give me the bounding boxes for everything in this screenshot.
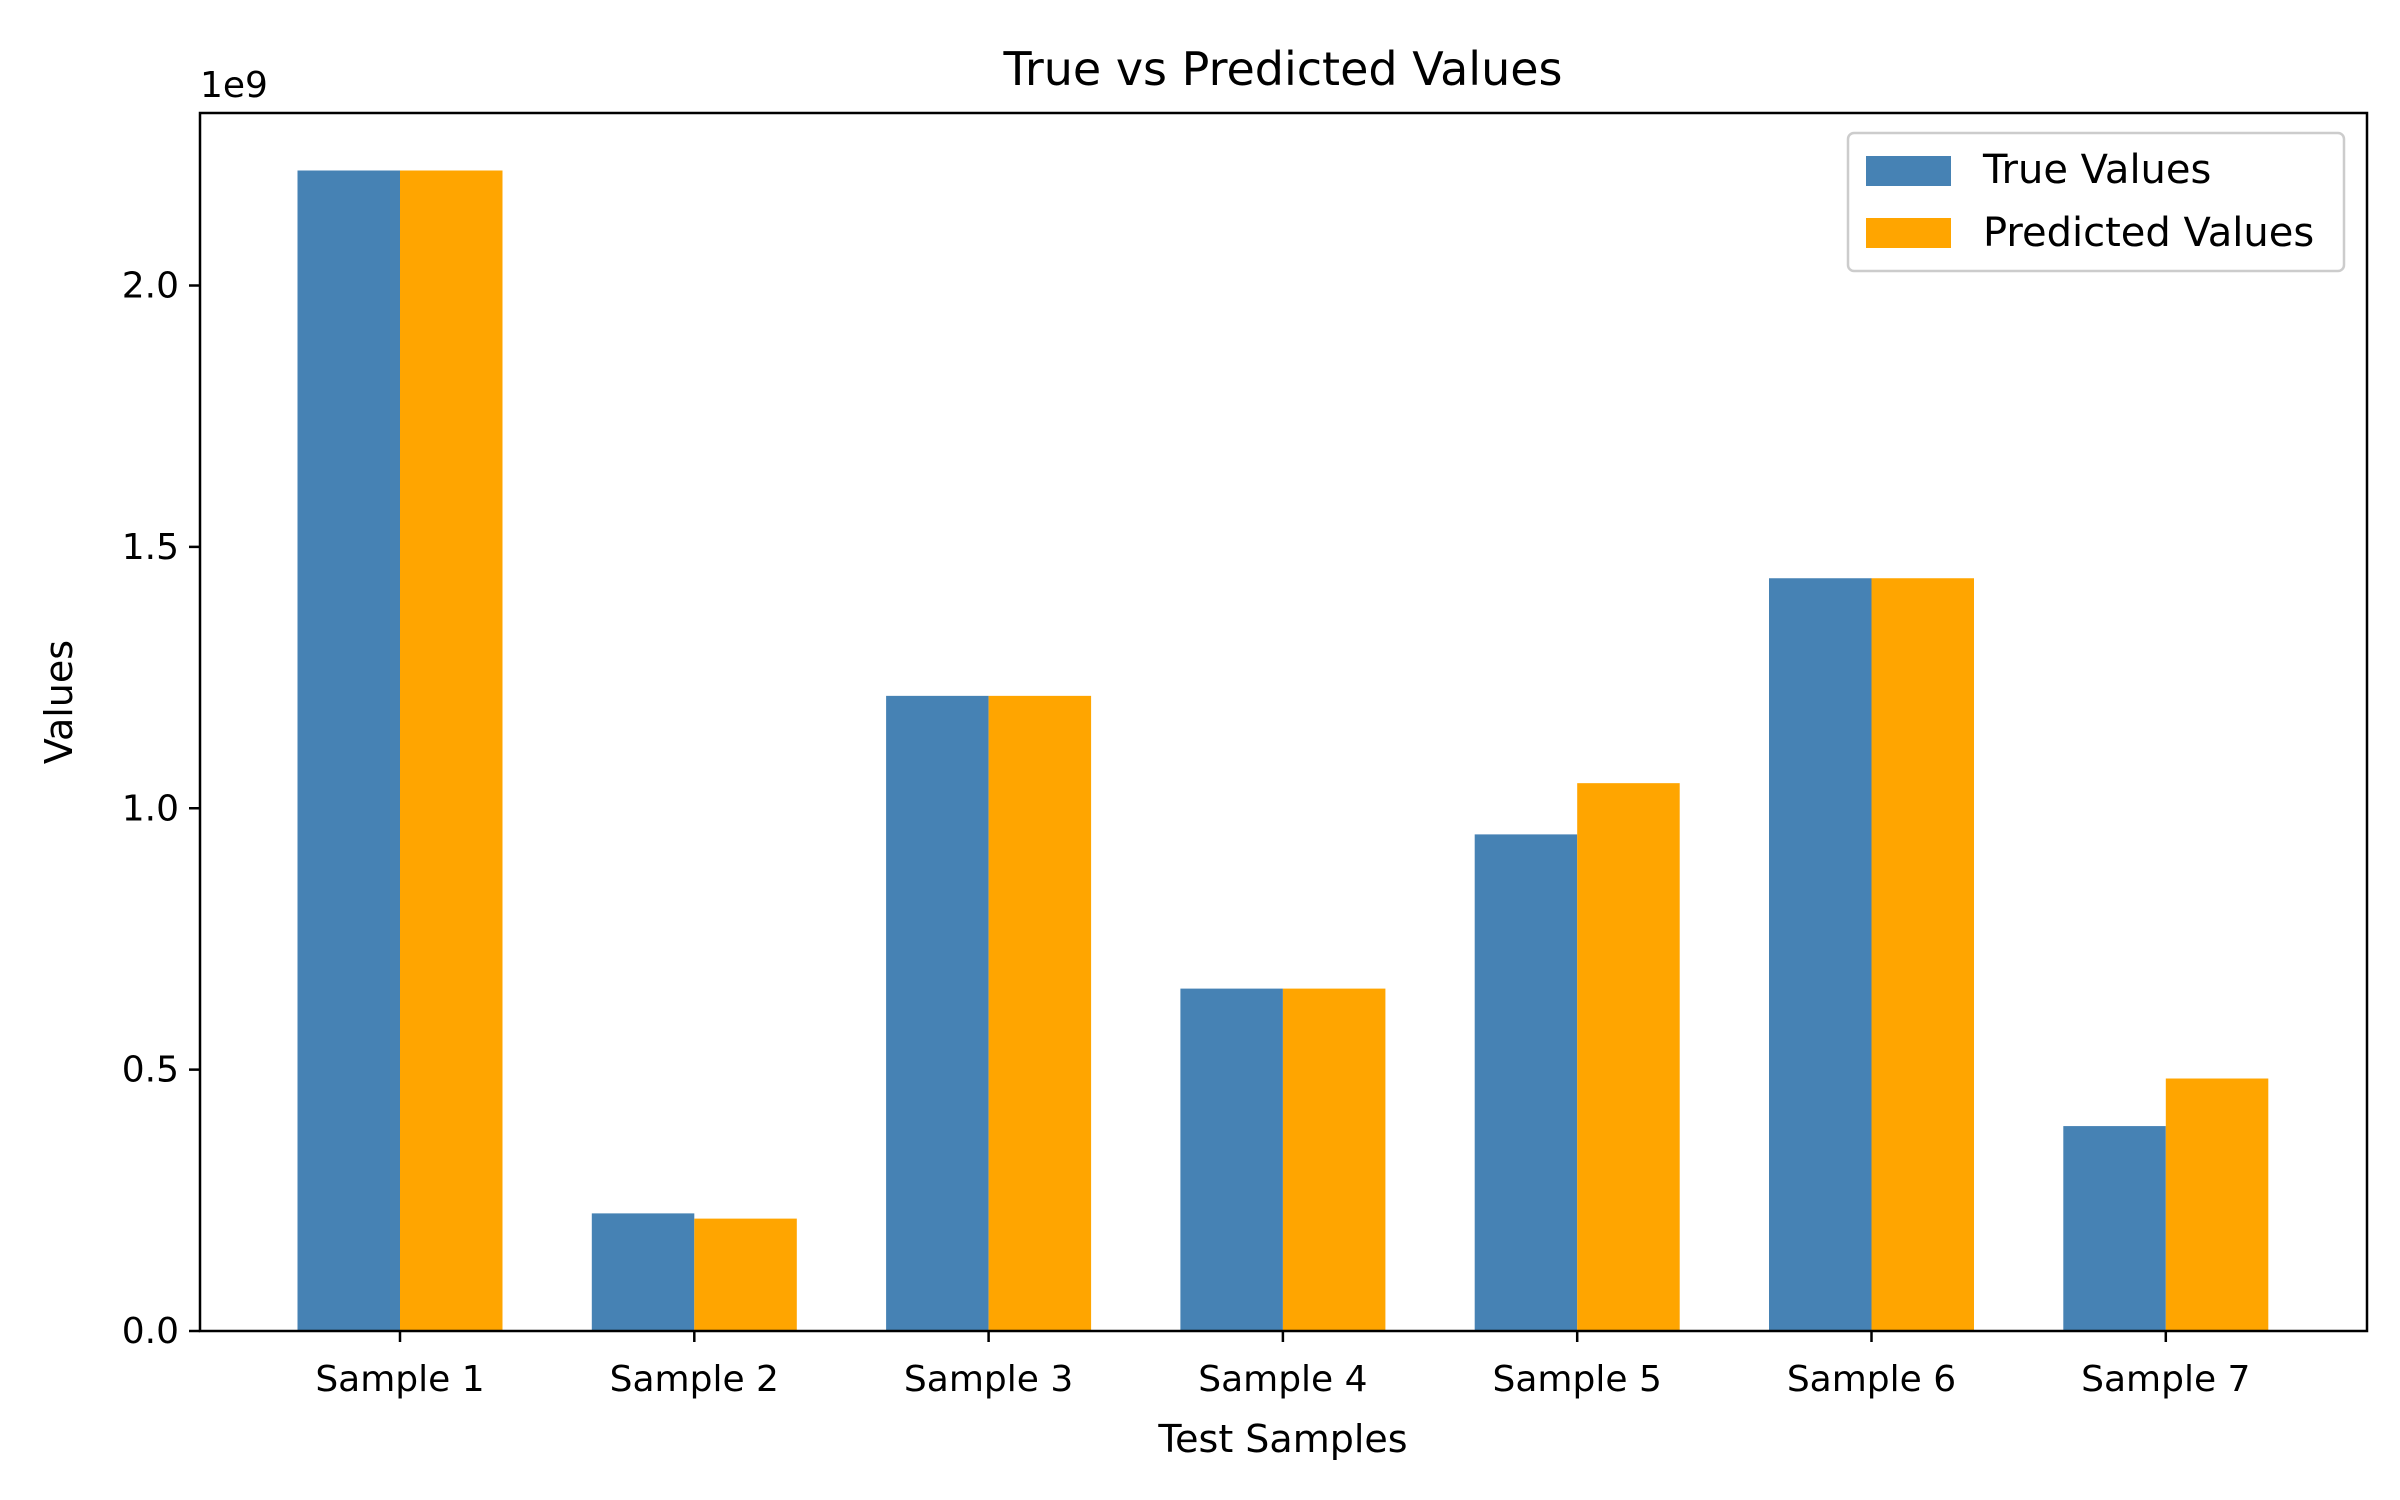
bar-predicted-values-sample-3 [988,695,1092,1331]
x-tick-label: Sample 4 [1198,1359,1367,1400]
x-tick-label: Sample 7 [2081,1359,2250,1400]
legend-label-predicted-values: Predicted Values [1983,210,2314,256]
bar-true-values-sample-2 [591,1213,695,1331]
y-tick-label: 1.0 [122,788,179,829]
x-tick-label: Sample 1 [315,1359,484,1400]
legend: True Values Predicted Values [1846,131,2346,273]
x-tick-label: Sample 5 [1493,1359,1662,1400]
bar-predicted-values-sample-2 [694,1218,797,1331]
bar-true-values-sample-6 [1769,578,1872,1331]
bar-true-values-sample-5 [1474,834,1578,1331]
bar-predicted-values-sample-6 [1871,578,1974,1331]
y-tick-label: 2.0 [122,266,179,307]
chart-title: True vs Predicted Values [1003,42,1563,96]
y-tick-label: 1.5 [122,527,179,568]
bar-true-values-sample-4 [1180,988,1283,1331]
bar-predicted-values-sample-1 [400,170,503,1331]
y-tick-label: 0.5 [122,1050,179,1091]
bar-true-values-sample-3 [886,695,989,1331]
legend-swatch-true-values [1866,156,1951,186]
x-axis-label: Test Samples [1157,1417,1407,1461]
bar-predicted-values-sample-4 [1282,988,1386,1331]
axes-layer: 0.0 0.5 1.0 1.5 2.0 Sample 1 Sample 2 Sample 3 S… [122,111,2369,1400]
x-tick-label: Sample 6 [1787,1359,1956,1400]
x-tick-label: Sample 2 [610,1359,779,1400]
bars-layer [297,170,2269,1331]
legend-frame [1846,131,2346,273]
bar-true-values-sample-1 [297,170,400,1331]
legend-swatch-predicted-values [1866,218,1951,248]
x-tick-label: Sample 3 [904,1359,1073,1400]
y-axis-label: Values [37,640,81,764]
y-tick-label: 0.0 [122,1311,179,1352]
bar-predicted-values-sample-7 [2165,1078,2269,1331]
bar-true-values-sample-7 [2063,1126,2166,1331]
y-axis-offset-label: 1e9 [200,65,268,106]
bar-predicted-values-sample-5 [1577,783,1680,1331]
legend-label-true-values: True Values [1982,147,2211,193]
